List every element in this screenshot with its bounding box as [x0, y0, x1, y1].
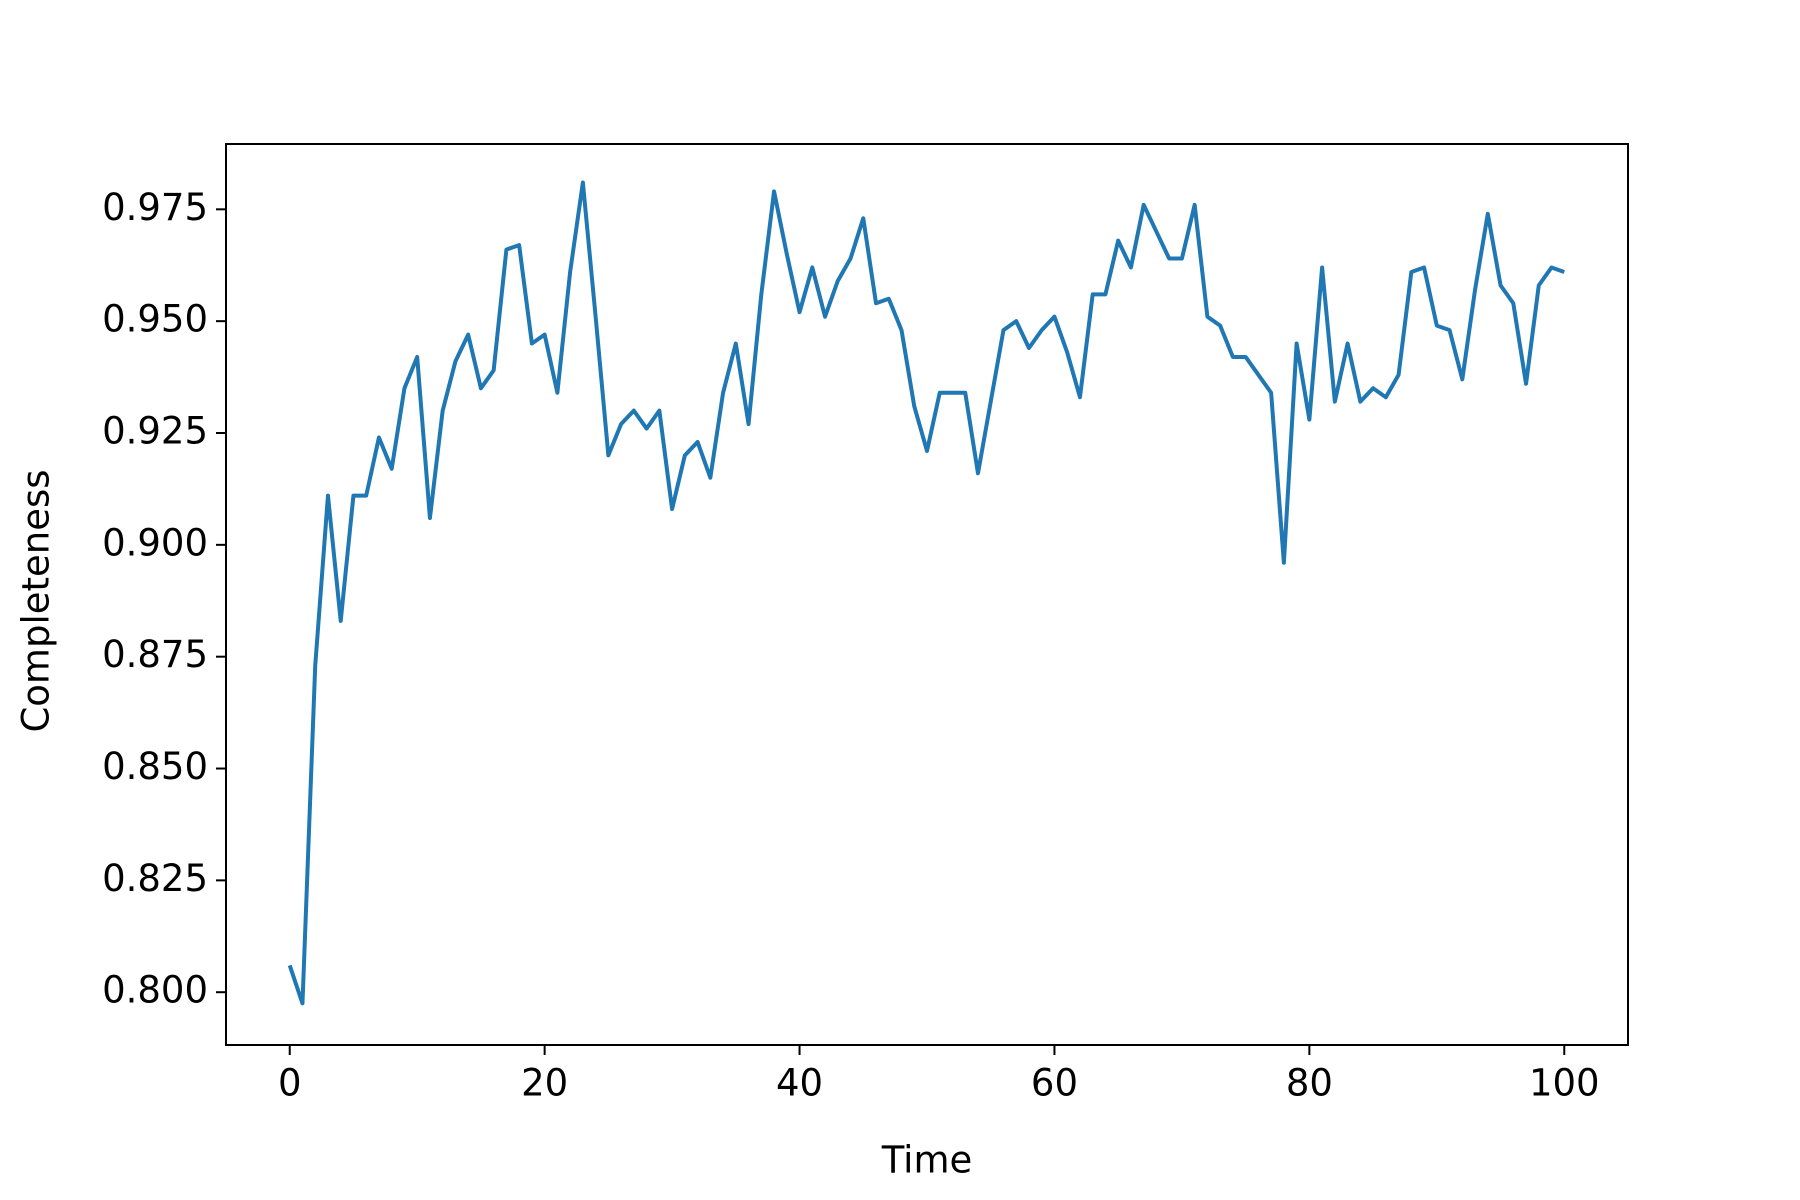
x-tick-label: 100 — [1529, 1062, 1600, 1105]
plot-frame — [225, 143, 1629, 1046]
y-axis-label: Completeness — [15, 469, 58, 732]
y-tick-label: 0.875 — [102, 633, 208, 676]
x-tick-label: 0 — [278, 1062, 302, 1105]
y-tick-label: 0.850 — [102, 745, 208, 788]
data-line — [287, 180, 1565, 1006]
x-axis-label: Time — [881, 1139, 973, 1182]
y-tick-label: 0.975 — [102, 186, 208, 229]
x-tick-label: 60 — [1031, 1062, 1078, 1105]
x-tick-label: 40 — [776, 1062, 823, 1105]
x-tick-label: 20 — [521, 1062, 568, 1105]
y-tick-label: 0.800 — [102, 969, 208, 1012]
y-tick-label: 0.925 — [102, 410, 208, 453]
y-tick-label: 0.950 — [102, 298, 208, 341]
y-tick-label: 0.825 — [102, 857, 208, 900]
y-tick-label: 0.900 — [102, 521, 208, 564]
x-tick-label: 80 — [1286, 1062, 1333, 1105]
